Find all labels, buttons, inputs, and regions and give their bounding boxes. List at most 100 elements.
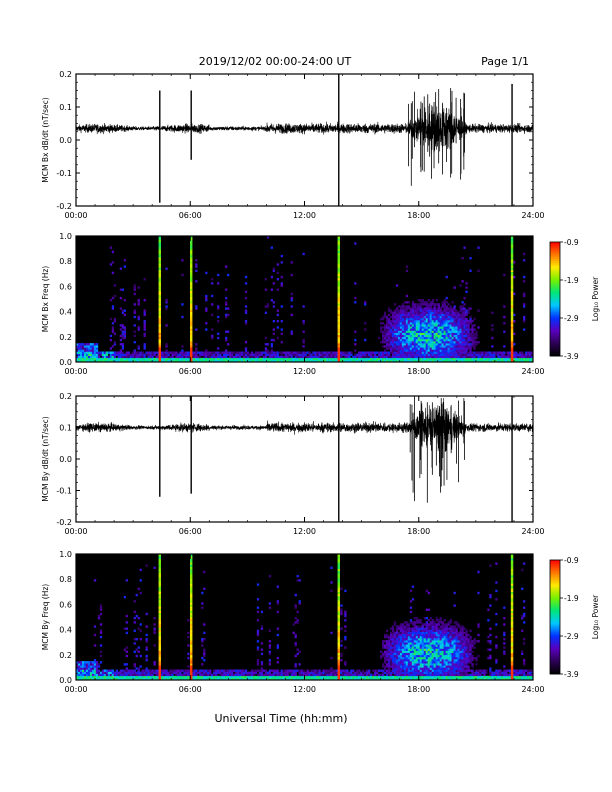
heatmap-cell [205,357,208,361]
heatmap-cell [393,336,397,340]
heatmap-cell [284,353,287,356]
heatmap-cell [469,355,472,359]
heatmap-cell [411,347,415,350]
heatmap-cell [425,642,428,645]
heatmap-cell [193,351,196,354]
heatmap-cell [232,673,236,677]
broadband-line-cell [190,273,193,277]
heatmap-cell [427,623,430,626]
heatmap-cell [85,357,89,361]
heatmap-cell [389,673,393,677]
heatmap-cell [397,667,401,670]
heatmap-cell [433,621,436,624]
heatmap-cell [431,663,434,666]
heatmap-cell [195,671,198,674]
heatmap-cell [256,659,260,662]
heatmap-cell [145,625,148,628]
heatmap-cell [85,345,89,348]
heatmap-cell [425,303,428,306]
heatmap-cell [109,347,113,350]
heatmap-cell [352,677,355,681]
heatmap-cell [133,288,136,291]
heatmap-cell [131,675,134,679]
heatmap-cell [99,629,103,632]
heatmap-cell [195,265,198,268]
heatmap-cell [443,301,446,304]
heatmap-cell [336,669,339,672]
heatmap-cell [385,673,389,677]
heatmap-cell [298,357,301,361]
heatmap-cell [451,330,454,333]
heatmap-cell [391,646,395,649]
heatmap-cell [344,357,347,361]
heatmap-cell [415,309,419,312]
heatmap-cell [330,351,333,354]
heatmap-cell [429,640,432,643]
heatmap-cell [123,671,126,674]
heatmap-cell [407,625,411,628]
heatmap-cell [471,345,474,348]
heatmap-cell [445,353,448,356]
heatmap-cell [473,355,476,359]
heatmap-cell [236,353,240,356]
heatmap-cell [399,642,403,645]
heatmap-cell [405,623,409,626]
heatmap-cell [113,671,117,674]
heatmap-cell [435,646,438,649]
heatmap-cell [447,343,450,346]
heatmap-cell [352,675,355,679]
heatmap-cell [471,343,474,346]
heatmap-cell [527,355,530,359]
heatmap-cell [276,359,279,363]
heatmap-cell [399,305,403,308]
heatmap-cell [431,654,434,658]
heatmap-cell [205,671,208,674]
heatmap-cell [381,334,385,338]
heatmap-cell [455,343,458,346]
heatmap-cell [421,650,425,653]
heatmap-cell [461,336,464,340]
heatmap-cell [85,667,89,670]
heatmap-cell [225,357,228,361]
heatmap-cell [173,669,176,672]
heatmap-cell [425,305,428,308]
heatmap-cell [457,322,460,325]
heatmap-cell [463,313,466,317]
heatmap-cell [459,353,462,356]
heatmap-cell [139,671,142,674]
heatmap-cell [151,355,154,359]
heatmap-cell [385,675,389,679]
heatmap-cell [433,650,436,653]
heatmap-cell [457,326,460,329]
heatmap-cell [393,341,397,344]
heatmap-cell [429,665,432,668]
heatmap-cell [471,359,474,363]
heatmap-cell [93,667,97,670]
heatmap-cell [441,341,444,344]
heatmap-cell [407,353,411,356]
heatmap-cell [423,322,427,325]
heatmap-cell [407,646,411,649]
heatmap-cell [397,652,401,656]
heatmap-cell [465,351,468,354]
heatmap-cell [465,343,468,346]
heatmap-cell [427,652,430,656]
heatmap-cell [85,675,89,679]
heatmap-cell [195,351,198,354]
heatmap-cell [411,309,415,312]
heatmap-cell [419,642,423,645]
heatmap-cell [435,349,438,352]
heatmap-cell [358,359,361,363]
heatmap-cell [423,663,427,666]
heatmap-cell [427,629,430,632]
broadband-line-cell [190,294,193,298]
heatmap-cell [153,353,156,356]
heatmap-cell [223,355,226,359]
broadband-line-cell [158,280,161,283]
heatmap-cell [129,673,132,677]
heatmap-cell [435,347,438,350]
heatmap-cell [457,320,460,323]
heatmap-cell [431,659,434,662]
heatmap-cell [407,343,411,346]
heatmap-cell [346,671,349,674]
